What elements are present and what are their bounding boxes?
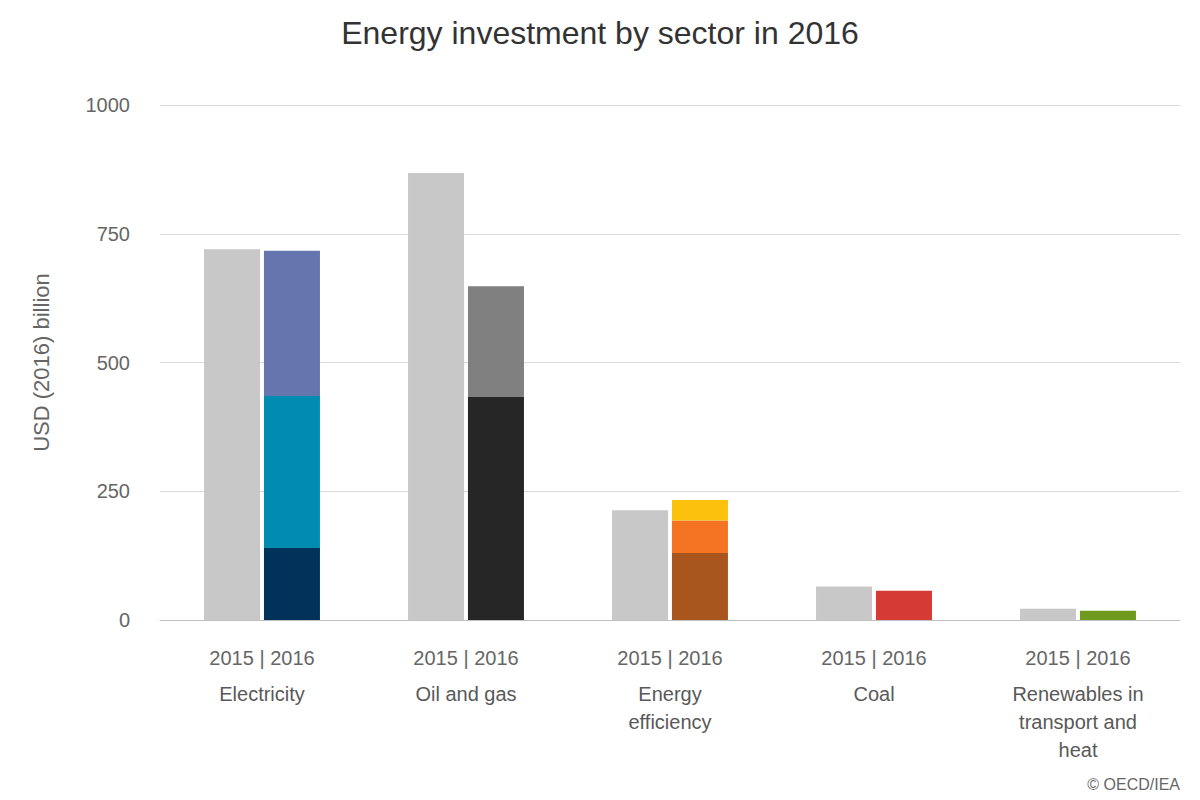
svg-text:2015 | 2016: 2015 | 2016 xyxy=(821,647,926,669)
svg-text:2015 | 2016: 2015 | 2016 xyxy=(209,647,314,669)
svg-text:efficiency: efficiency xyxy=(628,711,711,733)
svg-text:1000: 1000 xyxy=(86,94,131,116)
svg-text:2015 | 2016: 2015 | 2016 xyxy=(413,647,518,669)
svg-text:250: 250 xyxy=(97,480,130,502)
svg-text:Electricity: Electricity xyxy=(219,683,305,705)
svg-text:© OECD/IEA: © OECD/IEA xyxy=(1087,776,1180,793)
svg-text:Energy: Energy xyxy=(638,683,701,705)
svg-text:750: 750 xyxy=(97,223,130,245)
svg-text:Renewables in: Renewables in xyxy=(1012,683,1143,705)
svg-text:USD (2016) billion: USD (2016) billion xyxy=(29,273,54,452)
svg-text:transport and: transport and xyxy=(1019,711,1137,733)
svg-text:2015 | 2016: 2015 | 2016 xyxy=(1025,647,1130,669)
svg-text:Energy investment by sector in: Energy investment by sector in 2016 xyxy=(341,15,859,51)
svg-text:heat: heat xyxy=(1059,739,1098,761)
svg-text:0: 0 xyxy=(119,609,130,631)
svg-text:2015 | 2016: 2015 | 2016 xyxy=(617,647,722,669)
svg-text:Coal: Coal xyxy=(853,683,894,705)
svg-text:500: 500 xyxy=(97,352,130,374)
svg-text:Oil and gas: Oil and gas xyxy=(415,683,516,705)
